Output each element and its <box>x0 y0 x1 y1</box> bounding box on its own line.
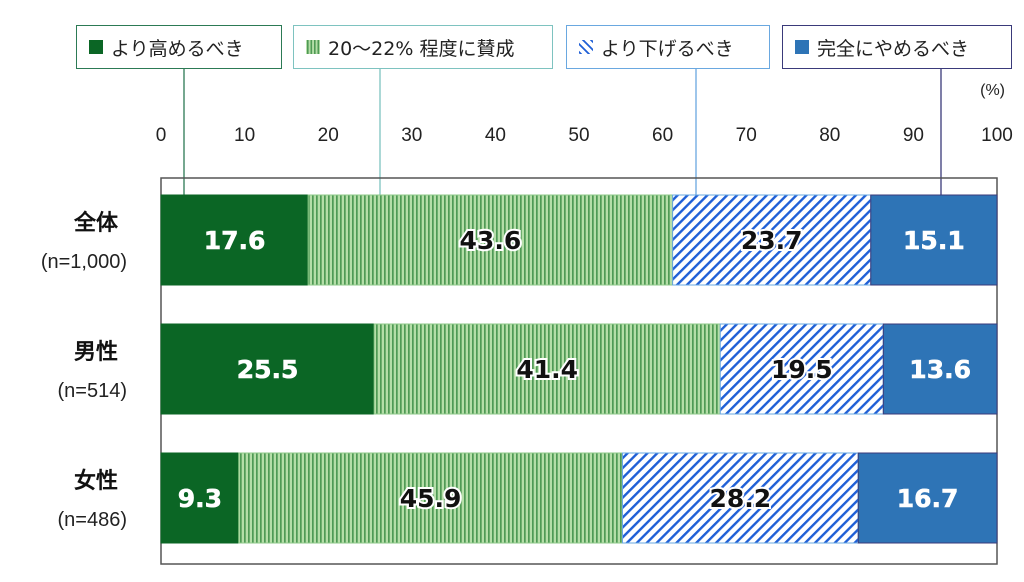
x-tick-label: 90 <box>903 125 924 146</box>
legend-swatch-agree <box>306 40 320 54</box>
legend-label-lower: より下げるべき <box>601 37 734 60</box>
x-tick-label: 70 <box>736 125 757 146</box>
x-tick-label: 20 <box>318 125 339 146</box>
data-label-lower: 28.2 <box>710 484 772 513</box>
data-label-raise: 25.5 <box>237 355 299 384</box>
legend-item-agree: 20〜22% 程度に賛成 <box>293 25 553 69</box>
legend-label-raise: より高めるべき <box>111 37 244 60</box>
bar-segment-stop <box>857 452 998 544</box>
x-tick-label: 30 <box>401 125 422 146</box>
legend-item-raise: より高めるべき <box>76 25 282 69</box>
x-tick-label: 0 <box>156 125 167 146</box>
bar-segment-stop <box>882 323 998 415</box>
category-sample-size: (n=514) <box>58 380 128 402</box>
data-label-agree: 43.6 <box>460 226 522 255</box>
data-label-stop: 13.6 <box>909 355 971 384</box>
legend-swatch-raise <box>89 40 103 54</box>
data-label-stop: 15.1 <box>903 226 965 255</box>
legend-label-stop: 完全にやめるべき <box>817 37 970 60</box>
bar-segment-stop <box>870 194 998 286</box>
x-tick-label: 80 <box>819 125 840 146</box>
legend-item-stop: 完全にやめるべき <box>782 25 1012 69</box>
bar-segment-agree <box>238 452 623 544</box>
x-tick-label: 50 <box>568 125 589 146</box>
x-tick-label: 10 <box>234 125 255 146</box>
data-label-lower: 19.5 <box>771 355 833 384</box>
bar-segment-agree <box>373 323 721 415</box>
bar-segment-lower <box>621 452 859 544</box>
legend-swatch-lower <box>579 40 593 54</box>
bar-segment-raise <box>160 194 309 286</box>
category-labels: 全体 (n=1,000) 男性 (n=514) 女性 (n=486) <box>41 210 127 531</box>
x-axis-ticks: 0 10 20 30 40 50 60 70 80 90 100 <box>156 125 1013 146</box>
x-tick-label: 40 <box>485 125 506 146</box>
x-tick-label: 100 <box>981 125 1013 146</box>
data-label-agree: 41.4 <box>516 355 578 384</box>
bar-segment-lower <box>672 194 872 286</box>
data-label-stop: 16.7 <box>897 484 959 513</box>
legend-swatch-stop <box>795 40 809 54</box>
bar-segment-raise <box>160 323 375 415</box>
x-tick-label: 60 <box>652 125 673 146</box>
data-label-raise: 9.3 <box>178 484 222 513</box>
category-sample-size: (n=486) <box>58 509 128 531</box>
data-label-lower: 23.7 <box>741 226 803 255</box>
category-label: 男性 <box>74 340 118 365</box>
legend-item-lower: より下げるべき <box>566 25 770 69</box>
bar-segment-agree <box>307 194 674 286</box>
data-label-raise: 17.6 <box>204 226 266 255</box>
category-label: 女性 <box>74 468 118 494</box>
legend-label-agree: 20〜22% 程度に賛成 <box>328 37 515 60</box>
category-label: 全体 <box>73 210 119 236</box>
bars: 17.6 43.6 23.7 15.1 25.5 41.4 19.5 13.6 9.3 45.9 2… <box>160 194 998 544</box>
legend-leader-lines <box>183 69 942 215</box>
unit-label: (%) <box>980 82 1005 99</box>
data-label-agree: 45.9 <box>400 484 462 513</box>
category-sample-size: (n=1,000) <box>41 251 127 273</box>
